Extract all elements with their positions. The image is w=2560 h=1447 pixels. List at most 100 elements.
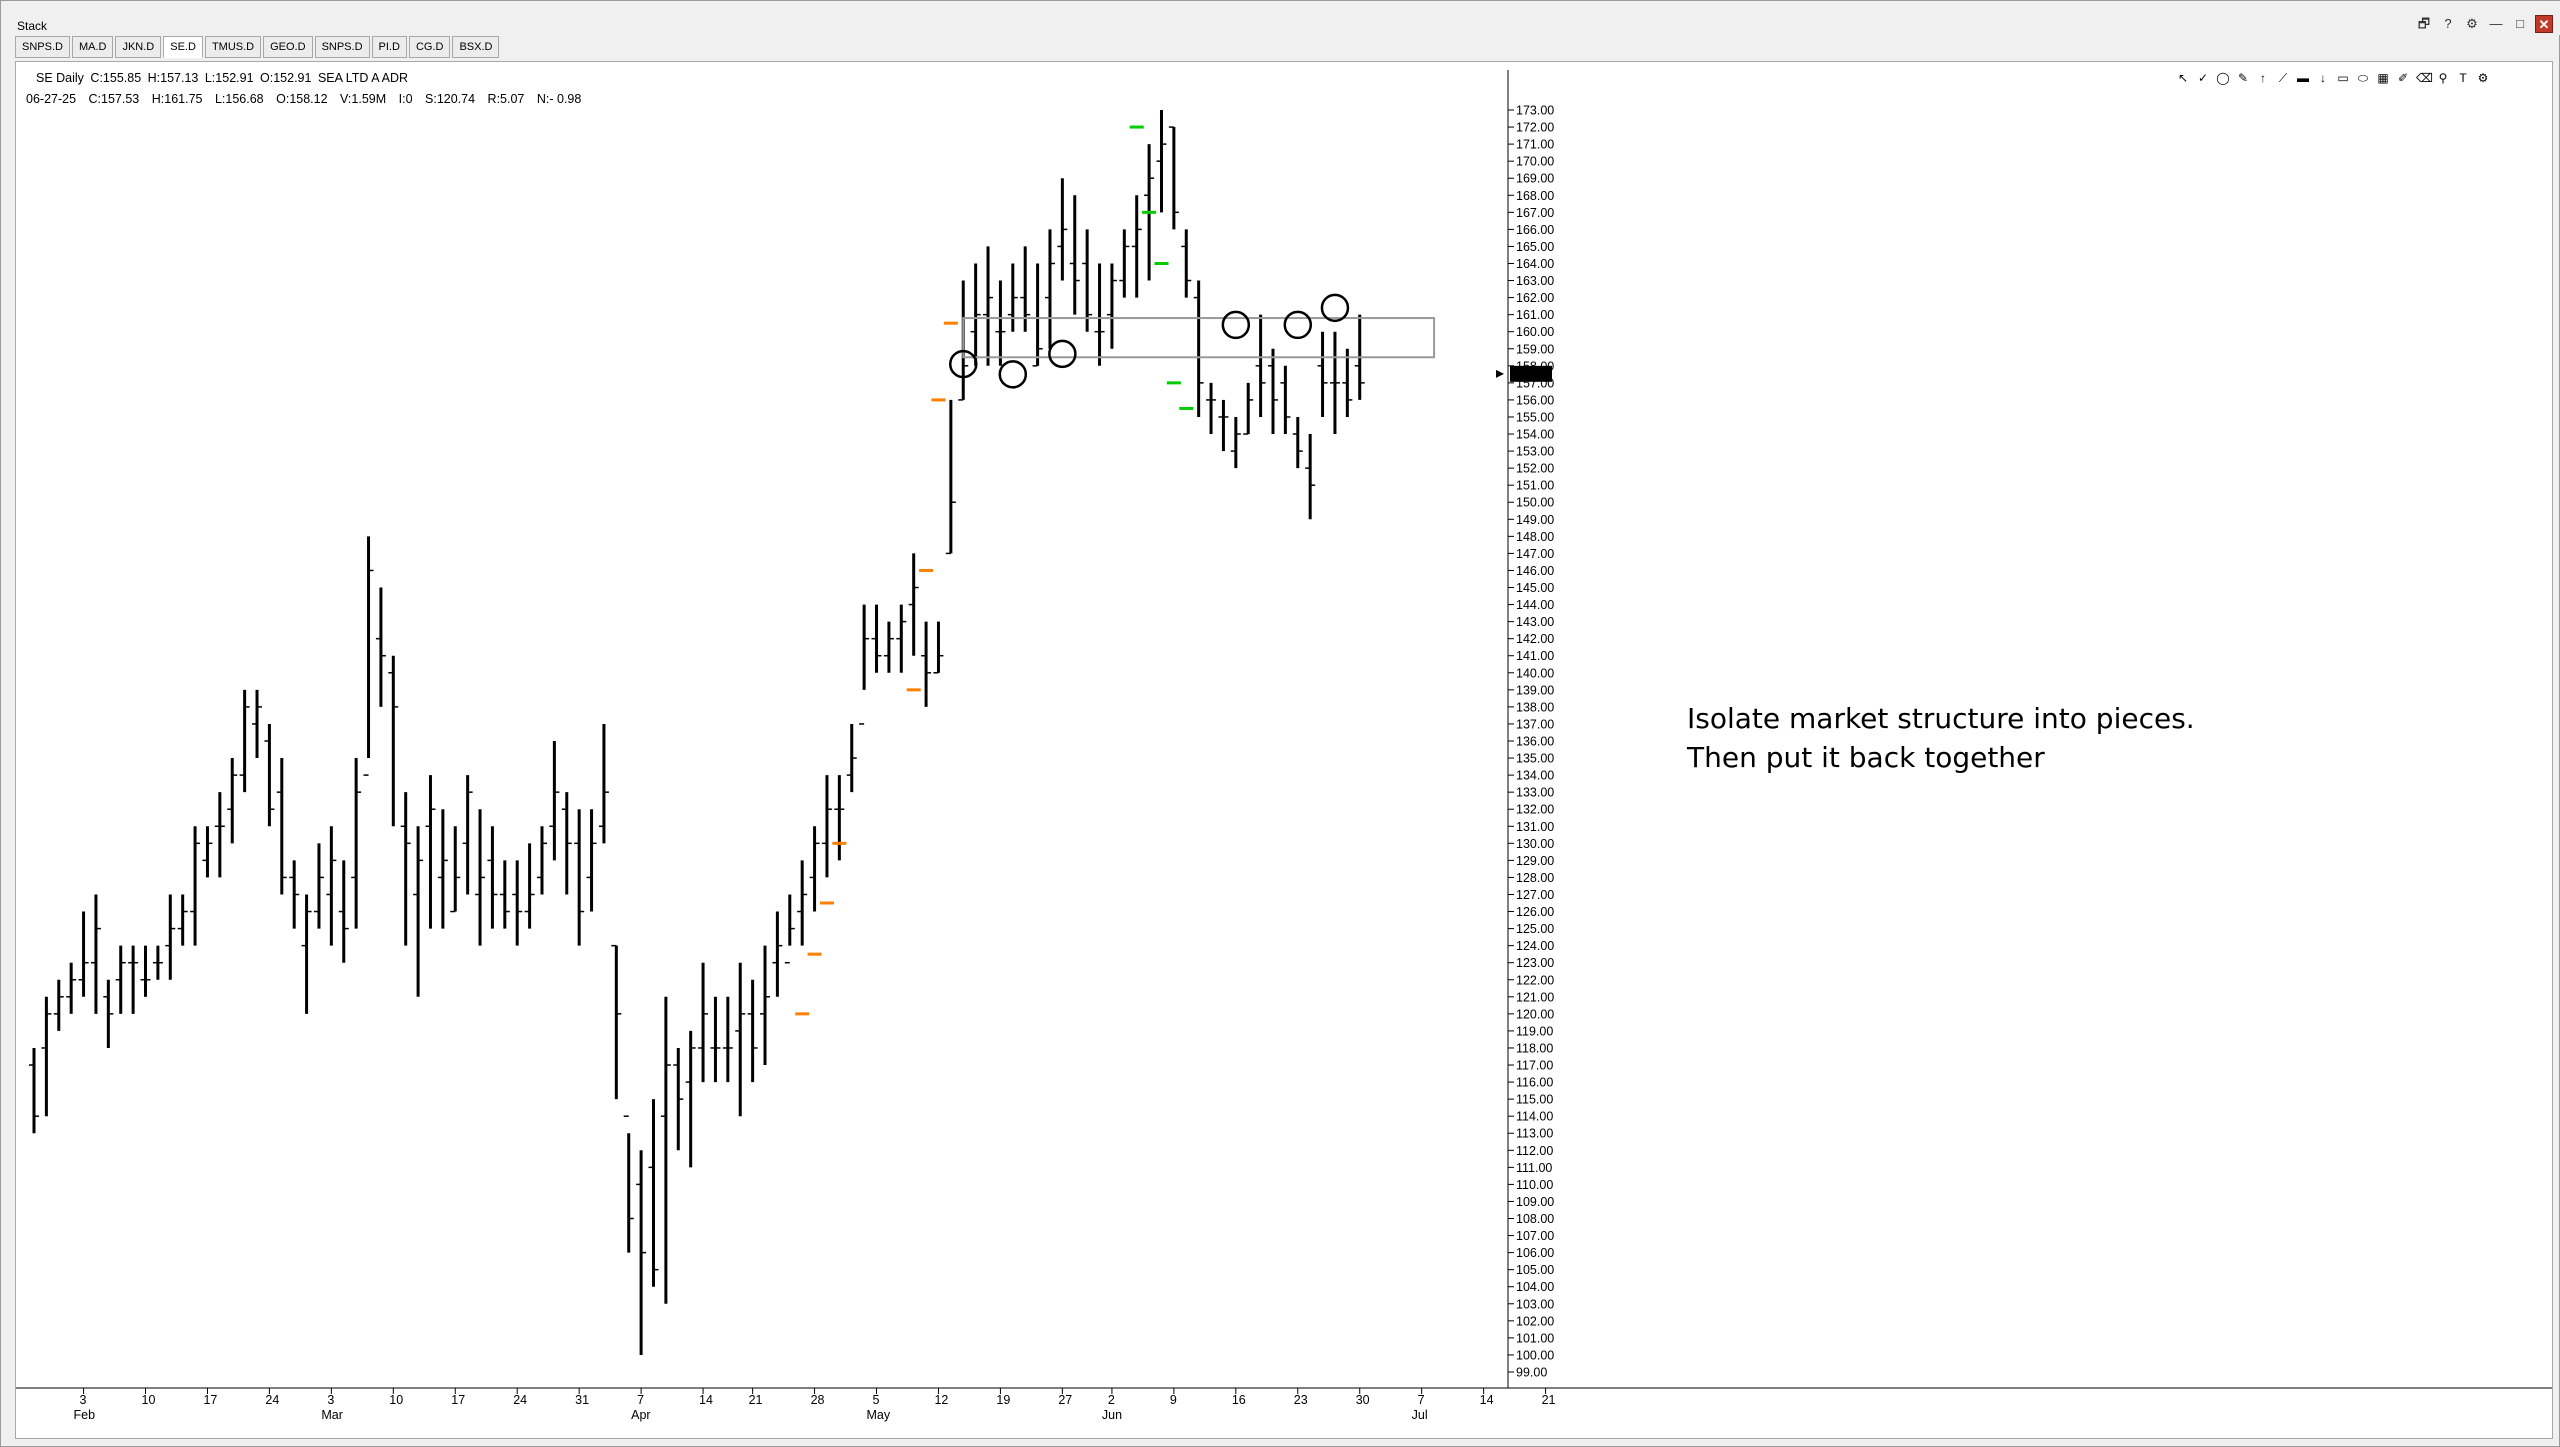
tab-ma-d[interactable]: MA.D [71, 36, 114, 58]
title-bar: Stack 🗗 ? ⚙ — □ ✕ [1, 1, 2560, 35]
structure-zone-rectangle[interactable] [962, 317, 1436, 359]
brush-icon[interactable]: ✐ [2397, 71, 2409, 85]
price-tick-label: 118.00 [1516, 1041, 1553, 1055]
price-tick-label: 121.00 [1516, 990, 1554, 1004]
text-icon[interactable]: T [2459, 71, 2467, 85]
bar-high: H:161.75 [151, 92, 203, 106]
price-tick-label: 108.00 [1516, 1212, 1554, 1226]
price-tick-label: 141.00 [1516, 649, 1554, 663]
price-tick-label: 150.00 [1516, 496, 1554, 510]
price-tick-label: 117.00 [1516, 1059, 1553, 1073]
price-tick-label: 122.00 [1516, 973, 1554, 987]
pivot-circle[interactable] [949, 349, 978, 379]
price-tick-label: 160.00 [1516, 325, 1554, 339]
bar-date: 06-27-25 [26, 92, 77, 106]
last-price-tag [1510, 365, 1552, 382]
pivot-circle[interactable] [1320, 293, 1350, 323]
tab-bsx-d[interactable]: BSX.D [452, 36, 500, 58]
trash-icon[interactable]: ⌫ [2416, 71, 2433, 85]
pin-icon[interactable]: ⚲ [2438, 71, 2448, 85]
ellipse-icon[interactable]: ⬭ [2357, 71, 2369, 85]
month-label: Feb [74, 1408, 96, 1422]
price-tick-label: 100.00 [1516, 1348, 1554, 1362]
symbol-tab-bar: SNPS.D MA.D JKN.D SE.D TMUS.D GEO.D SNPS.D PI.D… [15, 36, 500, 58]
date-tick-label: 5 [873, 1393, 880, 1407]
price-tick-label: 173.00 [1516, 104, 1554, 118]
price-tick-label: 127.00 [1516, 888, 1554, 902]
pencil-icon[interactable]: ✎ [2237, 71, 2249, 85]
price-tick-label: 111.00 [1516, 1161, 1552, 1175]
tab-snps-d[interactable]: SNPS.D [314, 36, 370, 58]
pivot-circle[interactable] [1048, 339, 1077, 369]
bar-open: O:158.12 [276, 92, 328, 106]
tab-jkn-d[interactable]: JKN.D [115, 36, 162, 58]
month-label: Jun [1102, 1408, 1122, 1422]
price-tick-label: 172.00 [1516, 121, 1554, 135]
last-price-label: 157.53 [1514, 367, 1552, 381]
close-icon[interactable]: ✕ [2535, 15, 2553, 33]
tab-tmus-d[interactable]: TMUS.D [204, 36, 262, 58]
tab-pi-d[interactable]: PI.D [371, 36, 407, 58]
minimize-icon[interactable]: — [2489, 16, 2503, 31]
window-controls: 🗗 ? ⚙ — □ ✕ [2415, 15, 2553, 33]
date-tick-label: 10 [389, 1393, 403, 1407]
window-title: Stack [17, 19, 48, 33]
date-tick-label: 7 [1418, 1393, 1425, 1407]
price-tick-label: 170.00 [1516, 155, 1554, 169]
tab-se-d[interactable]: SE.D [163, 36, 203, 58]
price-tick-label: 142.00 [1516, 632, 1554, 646]
price-tick-label: 112.00 [1516, 1144, 1553, 1158]
symbol-open: O:152.91 [260, 71, 312, 85]
price-tick-label: 138.00 [1516, 700, 1554, 714]
date-tick-label: 10 [142, 1393, 156, 1407]
price-chart[interactable]: 99.00 100.00 101.00 102.00 103.00 104.00 105.0… [16, 62, 2552, 1438]
help-icon[interactable]: ? [2444, 16, 2452, 31]
price-tick-label: 135.00 [1516, 752, 1554, 766]
annotation-line-1: Isolate market structure into pieces. [1687, 702, 2195, 735]
marker-icon[interactable]: ▬ [2297, 71, 2309, 85]
rectangle-icon[interactable]: ▭ [2337, 71, 2349, 85]
price-tick-label: 129.00 [1516, 854, 1554, 868]
settings-icon[interactable]: ⚙ [2477, 71, 2489, 85]
price-tick-label: 128.00 [1516, 871, 1554, 885]
circle-icon[interactable]: ◯ [2216, 71, 2230, 85]
settings-icon[interactable]: ⚙ [2466, 16, 2478, 31]
date-tick-label: 3 [80, 1393, 87, 1407]
price-tick-label: 119.00 [1516, 1024, 1553, 1038]
pivot-circle[interactable] [998, 360, 1028, 389]
tab-cg-d[interactable]: CG.D [408, 36, 451, 58]
price-tick-label: 113.00 [1516, 1127, 1553, 1141]
bar-close: C:157.53 [88, 92, 140, 106]
check-icon[interactable]: ✓ [2197, 71, 2209, 85]
price-tick-label: 106.00 [1516, 1246, 1554, 1260]
pivot-circle[interactable] [1283, 310, 1313, 340]
cursor-icon[interactable]: ↖ [2177, 71, 2189, 85]
price-tick-label: 145.00 [1516, 581, 1554, 595]
maximize-icon[interactable]: □ [2516, 16, 2524, 31]
symbol-close: C:155.85 [90, 71, 142, 85]
restore-layout-icon[interactable]: 🗗 [2417, 16, 2431, 31]
price-tick-label: 139.00 [1516, 683, 1554, 697]
date-tick-label: 23 [1294, 1393, 1308, 1407]
arrow-up-icon[interactable]: ↑ [2260, 71, 2266, 85]
symbol-description: SEA LTD A ADR [317, 71, 409, 85]
price-tick-label: 103.00 [1516, 1297, 1554, 1311]
symbol-summary: SE Daily C:155.85 H:157.13 L:152.91 O:15… [36, 71, 411, 85]
grid-icon[interactable]: ▦ [2377, 71, 2389, 85]
price-tick-label: 163.00 [1516, 274, 1554, 288]
price-tick-label: 154.00 [1516, 428, 1554, 442]
pivot-circle[interactable] [1221, 310, 1251, 340]
tab-snps-d[interactable]: SNPS.D [15, 36, 70, 58]
arrow-down-icon[interactable]: ↓ [2320, 71, 2326, 85]
price-tick-label: 110.00 [1516, 1178, 1553, 1192]
symbol-high: H:157.13 [147, 71, 199, 85]
month-label: Jul [1412, 1408, 1428, 1422]
price-tick-label: 162.00 [1516, 291, 1554, 305]
trendline-icon[interactable]: ⟋ [2278, 71, 2288, 85]
price-tick-label: 99.00 [1516, 1366, 1547, 1380]
tab-geo-d[interactable]: GEO.D [263, 36, 313, 58]
bar-interest: I:0 [398, 92, 413, 106]
chart-pane[interactable]: SE Daily C:155.85 H:157.13 L:152.91 O:15… [15, 61, 2553, 1439]
month-label: Mar [321, 1408, 343, 1422]
